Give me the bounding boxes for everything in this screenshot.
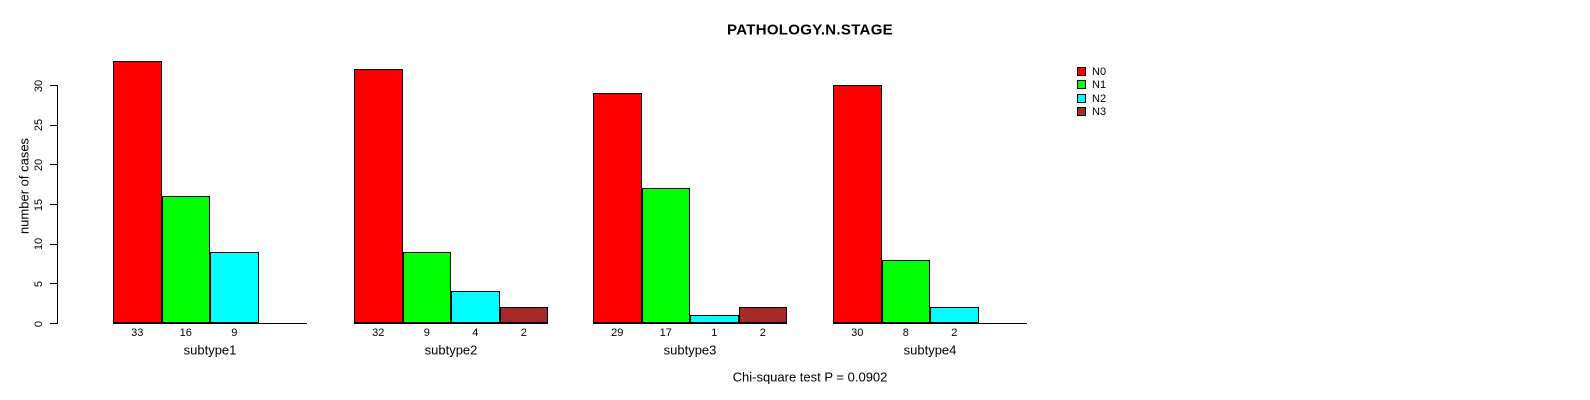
bar-subtype4-N2 — [930, 307, 979, 323]
legend-swatch-N1 — [1077, 80, 1086, 90]
legend-label-N0: N0 — [1092, 66, 1107, 78]
y-axis-tick — [50, 243, 57, 245]
bar-subtype3-N2 — [690, 315, 739, 323]
bar-subtype2-N0 — [354, 69, 403, 323]
group-label-subtype1: subtype1 — [183, 342, 237, 358]
bar-subtype1-N1 — [161, 196, 210, 323]
y-tick-label: 30 — [33, 79, 45, 92]
bar-subtype2-N2 — [451, 291, 500, 323]
bar-value-label: 33 — [131, 327, 144, 339]
bar-subtype2-N1 — [402, 251, 451, 323]
y-axis-tick — [50, 124, 57, 126]
bar-subtype2-N3 — [499, 307, 548, 323]
bar-value-label: 2 — [759, 327, 766, 339]
x-baseline — [593, 323, 787, 324]
legend-label-N1: N1 — [1092, 79, 1107, 92]
bar-subtype3-N0 — [593, 93, 642, 323]
bar-value-label: 16 — [179, 327, 192, 339]
y-tick-label: 5 — [33, 280, 45, 287]
x-baseline — [833, 323, 1027, 324]
bar-value-label: 9 — [423, 327, 430, 339]
group-label-subtype3: subtype3 — [663, 342, 717, 358]
bar-value-label: 9 — [231, 327, 238, 339]
x-baseline — [354, 323, 548, 324]
y-tick-label: 10 — [33, 238, 45, 251]
x-baseline — [113, 323, 307, 324]
bar-value-label: 17 — [659, 327, 672, 339]
bar-value-label: 2 — [520, 327, 527, 339]
y-tick-label: 25 — [33, 119, 45, 132]
bar-subtype4-N1 — [881, 259, 930, 323]
y-axis-line — [57, 85, 58, 324]
legend-label-N3: N3 — [1092, 105, 1107, 118]
y-tick-label: 20 — [33, 158, 45, 172]
bar-subtype3-N3 — [738, 307, 787, 323]
bar-subtype1-N0 — [113, 61, 162, 323]
y-axis-tick — [50, 85, 57, 87]
bar-value-label: 2 — [951, 327, 958, 339]
group-label-subtype4: subtype4 — [903, 342, 957, 358]
bar-value-label: 8 — [902, 327, 909, 339]
chart-title: PATHOLOGY.N.STAGE — [727, 21, 893, 39]
legend-swatch-N2 — [1077, 93, 1086, 103]
y-axis-tick — [50, 164, 57, 166]
bar-value-label: 32 — [372, 327, 385, 339]
chi-square-annotation: Chi-square test P = 0.0902 — [732, 369, 888, 385]
bar-value-label: 29 — [611, 327, 624, 339]
bar-subtype1-N2 — [210, 251, 259, 323]
bar-subtype3-N1 — [641, 188, 690, 323]
y-axis-tick — [50, 204, 57, 206]
legend-label-N2: N2 — [1092, 92, 1107, 105]
bar-value-label: 1 — [711, 327, 718, 339]
y-axis-label: number of cases — [16, 137, 32, 235]
bar-subtype4-N0 — [833, 85, 882, 323]
group-label-subtype2: subtype2 — [424, 342, 478, 358]
y-tick-label: 15 — [33, 198, 45, 211]
bar-value-label: 4 — [472, 327, 479, 339]
y-axis-tick — [50, 323, 57, 324]
y-tick-label: 0 — [33, 320, 45, 327]
legend-swatch-N0 — [1077, 67, 1086, 76]
y-axis-tick — [50, 283, 57, 285]
bar-value-label: 30 — [851, 327, 864, 339]
legend-swatch-N3 — [1077, 106, 1086, 116]
